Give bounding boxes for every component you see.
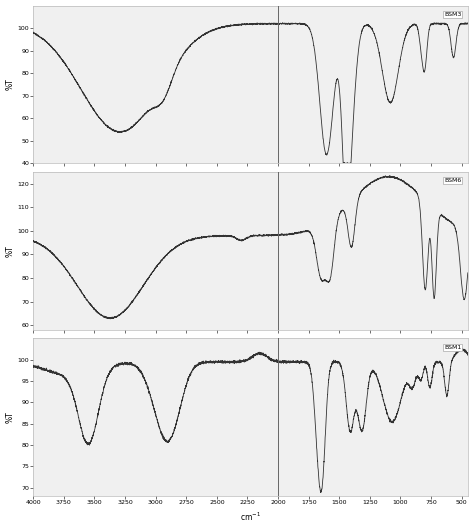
Y-axis label: %T: %T: [6, 412, 15, 423]
Text: BSM6: BSM6: [444, 178, 461, 184]
Text: BSM3: BSM3: [444, 12, 461, 17]
X-axis label: cm$^{-1}$: cm$^{-1}$: [240, 511, 261, 523]
Text: BSM1: BSM1: [444, 345, 461, 350]
Y-axis label: %T: %T: [6, 79, 15, 90]
Y-axis label: %T: %T: [6, 245, 15, 257]
